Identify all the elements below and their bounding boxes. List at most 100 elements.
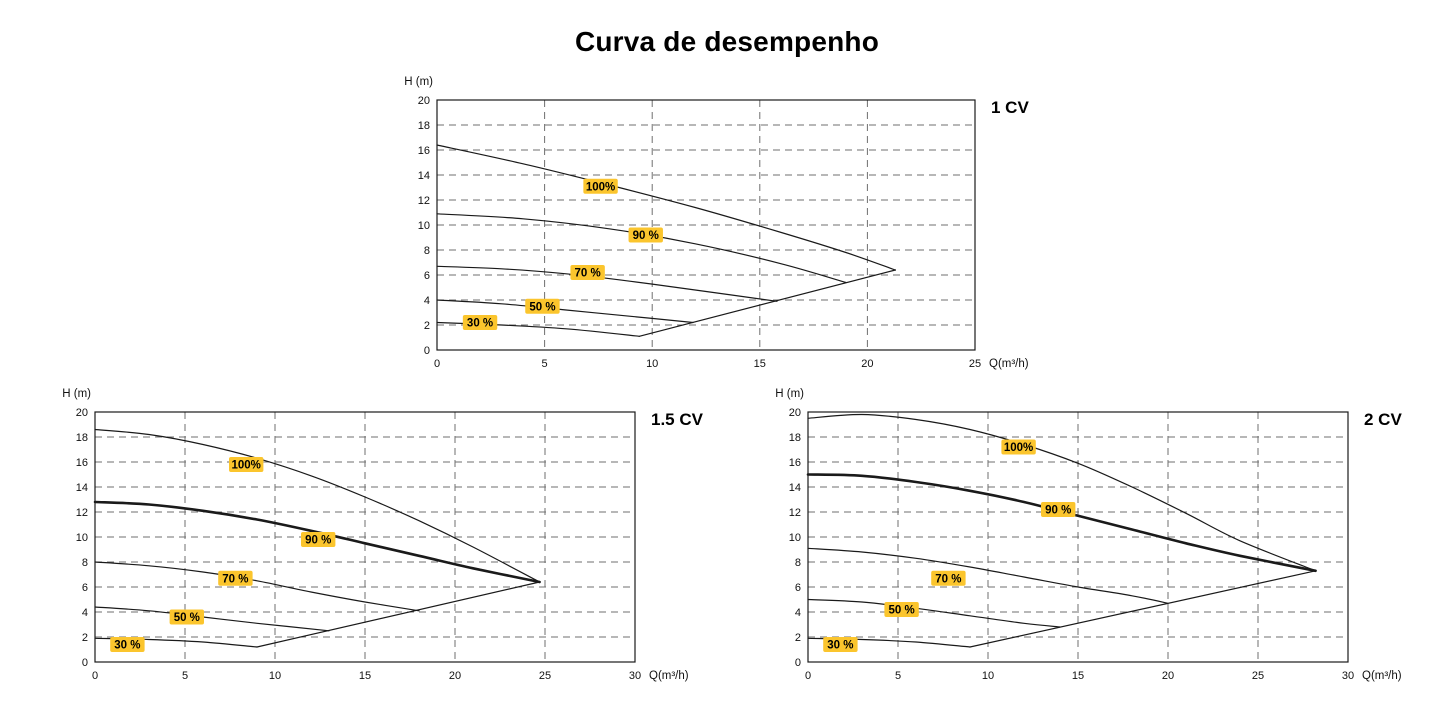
y-axis-label: H (m) bbox=[775, 388, 804, 400]
svg-text:30 %: 30 % bbox=[467, 318, 493, 330]
y-tick-label: 16 bbox=[418, 145, 430, 157]
y-tick-label: 16 bbox=[789, 457, 801, 469]
y-tick-label: 8 bbox=[82, 557, 88, 569]
curve-label: 70 % bbox=[931, 570, 966, 586]
y-tick-label: 0 bbox=[82, 657, 88, 669]
curve-limit-envelope bbox=[638, 269, 896, 337]
chart-title: 1 CV bbox=[991, 98, 1029, 117]
x-tick-label: 15 bbox=[754, 358, 766, 370]
y-tick-label: 0 bbox=[424, 345, 430, 357]
plot-frame bbox=[807, 411, 1349, 663]
curve-limit-envelope bbox=[256, 581, 541, 648]
curve-label: 90 % bbox=[628, 227, 663, 243]
x-tick-label: 25 bbox=[1252, 670, 1264, 682]
y-tick-label: 6 bbox=[795, 582, 801, 594]
chart-1cv: 100% 90 % 70 % 50 % 30 % 0 5 10 15 20 25 0 2 4 6 8 10 12 1… bbox=[370, 60, 1110, 395]
chart-1-5cv: 100% 90 % 70 % 50 % 30 % 0 5 10 15 20 25 30 0 2 4 6 8 10 1… bbox=[40, 385, 752, 703]
svg-text:30 %: 30 % bbox=[827, 640, 853, 652]
y-tick-label: 12 bbox=[418, 195, 430, 207]
y-tick-label: 8 bbox=[795, 557, 801, 569]
curve-100% bbox=[94, 428, 541, 583]
x-tick-label: 30 bbox=[1342, 670, 1354, 682]
x-tick-label: 0 bbox=[434, 358, 440, 370]
y-tick-label: 8 bbox=[424, 245, 430, 257]
curve-label: 50 % bbox=[525, 298, 560, 314]
curve-90% bbox=[93, 500, 541, 584]
svg-text:70 %: 70 % bbox=[935, 573, 961, 585]
x-tick-label: 20 bbox=[861, 358, 873, 370]
curve-limit-envelope bbox=[969, 570, 1317, 648]
x-tick-label: 30 bbox=[629, 670, 641, 682]
y-tick-label: 14 bbox=[418, 170, 430, 182]
x-tick-label: 25 bbox=[969, 358, 981, 370]
y-tick-label: 10 bbox=[418, 220, 430, 232]
curve-label: 50 % bbox=[169, 609, 204, 625]
curve-50% bbox=[436, 299, 694, 324]
y-tick-label: 20 bbox=[76, 407, 88, 419]
curve-label: 30 % bbox=[462, 315, 498, 330]
plot-frame bbox=[94, 411, 636, 663]
curve-label: 100% bbox=[583, 178, 618, 194]
svg-text:100%: 100% bbox=[586, 181, 615, 193]
y-tick-label: 4 bbox=[424, 295, 430, 307]
x-tick-label: 0 bbox=[92, 670, 98, 682]
gridlines bbox=[437, 100, 975, 350]
y-tick-label: 12 bbox=[789, 507, 801, 519]
svg-text:100%: 100% bbox=[231, 460, 260, 472]
chart-canvas: 100% 90 % 70 % 50 % 30 % 0 5 10 15 20 25 30 0 2 4 6 8 10 1… bbox=[775, 388, 1402, 682]
y-tick-label: 10 bbox=[789, 532, 801, 544]
curve-50% bbox=[807, 598, 1061, 628]
chart-2cv: 100% 90 % 70 % 50 % 30 % 0 5 10 15 20 25 30 0 2 4 6 8 10 1… bbox=[753, 385, 1453, 703]
x-axis-label: Q(m³/h) bbox=[649, 670, 689, 682]
chart-title: 1.5 CV bbox=[651, 410, 704, 429]
y-tick-label: 6 bbox=[82, 582, 88, 594]
x-tick-label: 15 bbox=[359, 670, 371, 682]
x-axis-label: Q(m³/h) bbox=[989, 358, 1029, 370]
x-tick-label: 20 bbox=[449, 670, 461, 682]
x-tick-label: 5 bbox=[542, 358, 548, 370]
y-tick-label: 4 bbox=[795, 607, 801, 619]
svg-text:50 %: 50 % bbox=[888, 605, 914, 617]
gridlines bbox=[808, 412, 1348, 662]
curve-label: 30 % bbox=[823, 637, 858, 652]
curve-90% bbox=[436, 213, 847, 284]
y-tick-label: 12 bbox=[76, 507, 88, 519]
svg-text:100%: 100% bbox=[1004, 442, 1033, 454]
curve-100% bbox=[807, 413, 1317, 572]
y-tick-label: 4 bbox=[82, 607, 88, 619]
y-tick-label: 20 bbox=[418, 95, 430, 107]
curve-label: 70 % bbox=[218, 570, 253, 586]
chart-canvas: 100% 90 % 70 % 50 % 30 % 0 5 10 15 20 25 0 2 4 6 8 10 12 1… bbox=[404, 76, 1029, 370]
x-tick-label: 10 bbox=[269, 670, 281, 682]
svg-text:50 %: 50 % bbox=[174, 612, 200, 624]
y-tick-label: 18 bbox=[789, 432, 801, 444]
x-tick-label: 5 bbox=[182, 670, 188, 682]
y-tick-label: 14 bbox=[76, 482, 88, 494]
x-tick-label: 5 bbox=[895, 670, 901, 682]
x-tick-label: 25 bbox=[539, 670, 551, 682]
y-tick-label: 2 bbox=[82, 632, 88, 644]
y-axis-label: H (m) bbox=[404, 76, 433, 88]
curve-70% bbox=[436, 265, 778, 302]
x-tick-label: 0 bbox=[805, 670, 811, 682]
y-tick-label: 0 bbox=[795, 657, 801, 669]
svg-text:70 %: 70 % bbox=[222, 573, 248, 585]
curve-90% bbox=[806, 473, 1317, 573]
curve-100% bbox=[436, 144, 896, 271]
curve-70% bbox=[94, 561, 420, 612]
x-tick-label: 10 bbox=[982, 670, 994, 682]
svg-text:50 %: 50 % bbox=[529, 301, 555, 313]
chart-title: 2 CV bbox=[1364, 410, 1402, 429]
svg-text:30 %: 30 % bbox=[114, 640, 140, 652]
curve-label: 100% bbox=[1001, 439, 1036, 455]
svg-text:90 %: 90 % bbox=[305, 535, 331, 547]
y-tick-label: 6 bbox=[424, 270, 430, 282]
y-tick-label: 20 bbox=[789, 407, 801, 419]
curve-label: 90 % bbox=[301, 532, 336, 547]
y-tick-label: 14 bbox=[789, 482, 801, 494]
x-tick-label: 15 bbox=[1072, 670, 1084, 682]
curve-70% bbox=[807, 547, 1169, 604]
y-tick-label: 2 bbox=[424, 320, 430, 332]
svg-text:90 %: 90 % bbox=[633, 230, 659, 242]
curve-label: 100% bbox=[229, 457, 264, 472]
